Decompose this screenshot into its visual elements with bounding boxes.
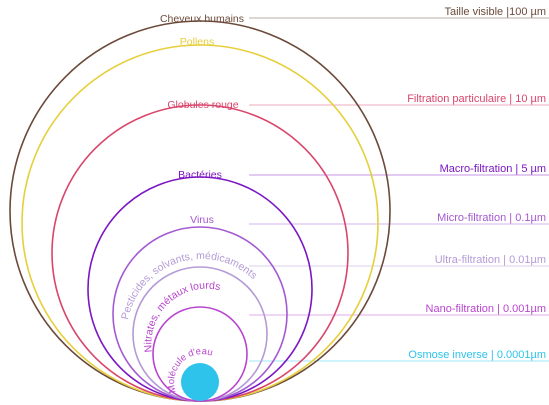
label-pollen: Pollens: [180, 36, 214, 48]
filter-label-particulate: Filtration particulaire | 10 µm: [407, 93, 546, 105]
label-hair: Cheveux humains: [160, 13, 244, 25]
circle-water: [181, 363, 219, 401]
filter-label-macro: Macro-filtration | 5 µm: [440, 163, 546, 175]
label-nitrate-path: Nitrates, métaux lourds: [142, 280, 221, 353]
filter-label-visible: Taille visible |100 µm: [444, 6, 546, 18]
filter-label-ultra: Ultra-filtration | 0.01µm: [435, 254, 546, 266]
label-virus: Virus: [190, 214, 214, 226]
filter-label-osmosis: Osmose inverse | 0.0001µm: [408, 349, 546, 361]
circle-hair: [9, 20, 391, 402]
label-bacteria: Bactéries: [178, 169, 222, 181]
label-blood: Globules rouge: [167, 99, 238, 111]
label-nitrate: Nitrates, métaux lourds: [142, 280, 221, 353]
filter-label-nano: Nano-filtration | 0.001µm: [426, 303, 546, 315]
filter-label-micro: Micro-filtration | 0.1µm: [437, 212, 546, 224]
